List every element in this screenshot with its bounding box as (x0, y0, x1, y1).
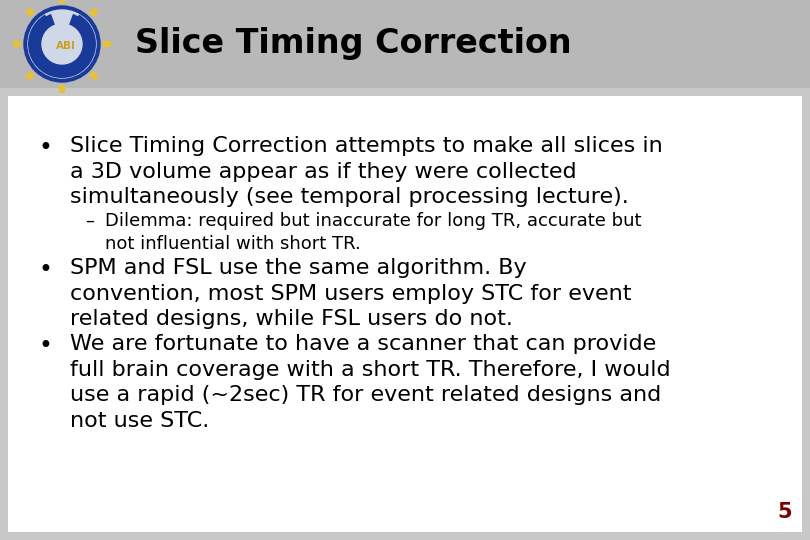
Wedge shape (30, 14, 94, 76)
Text: We are fortunate to have a scanner that can provide
full brain coverage with a s: We are fortunate to have a scanner that … (70, 334, 671, 431)
Bar (59, 0, 65, 3)
Text: 5: 5 (778, 502, 792, 522)
Text: SPM and FSL use the same algorithm. By
convention, most SPM users employ STC for: SPM and FSL use the same algorithm. By c… (70, 258, 632, 329)
Bar (89, 71, 99, 81)
Circle shape (24, 6, 100, 82)
Bar (25, 71, 35, 81)
Text: ABI: ABI (56, 41, 76, 51)
Text: •: • (38, 258, 52, 282)
Text: Slice Timing Correction: Slice Timing Correction (135, 28, 572, 60)
Wedge shape (28, 15, 96, 78)
Bar (0, 0, 810, 88)
Bar (25, 7, 35, 17)
Bar (13, 41, 21, 47)
Circle shape (28, 10, 96, 78)
Bar (103, 41, 111, 47)
Bar (8, 96, 802, 532)
Bar (89, 7, 99, 17)
Text: Slice Timing Correction attempts to make all slices in
a 3D volume appear as if : Slice Timing Correction attempts to make… (70, 136, 663, 207)
Text: •: • (38, 136, 52, 160)
Circle shape (42, 24, 82, 64)
Text: –: – (86, 212, 95, 230)
Bar (59, 85, 65, 93)
Text: Dilemma: required but inaccurate for long TR, accurate but
not influential with : Dilemma: required but inaccurate for lon… (105, 212, 642, 253)
Text: •: • (38, 334, 52, 358)
